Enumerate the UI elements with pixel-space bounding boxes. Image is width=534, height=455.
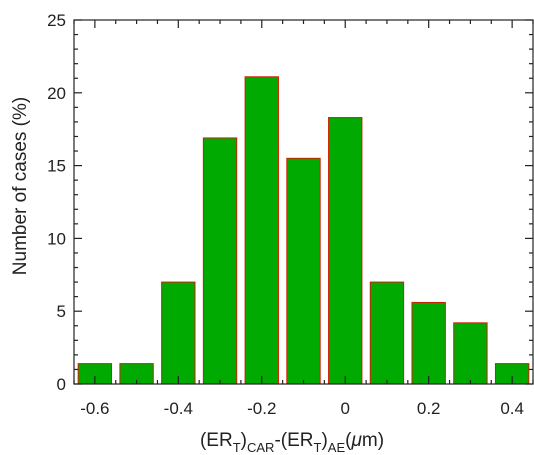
x-tick-label: 0 (340, 399, 349, 418)
x-axis-title-subscript: T (314, 440, 322, 455)
y-tick-label: 20 (47, 84, 66, 103)
plot-frame (73, 19, 534, 385)
y-tick-label: 25 (47, 11, 66, 30)
bar (369, 281, 405, 385)
x-axis-title: (ERT)CAR-(ERT)AE(μm) (200, 430, 384, 455)
bar (453, 322, 488, 385)
bar (244, 76, 279, 385)
bar (202, 137, 238, 385)
x-axis-title-part: ) (321, 430, 327, 451)
bar (411, 301, 446, 385)
x-tick-label: -0.6 (80, 399, 109, 418)
bar (286, 157, 321, 385)
y-tick-label: 5 (57, 302, 66, 321)
tick-labels-group: 0 5 10 15 20 25 -0.6 -0.4 -0.2 0 0.2 0.4 (47, 11, 524, 418)
bars-group (77, 76, 530, 385)
x-axis-title-part: ( (345, 430, 352, 451)
x-axis-title-part: (ER (200, 430, 233, 451)
y-tick-label: 15 (47, 157, 66, 176)
bar (161, 281, 196, 385)
y-tick-label: 10 (47, 229, 66, 248)
x-axis-title-subscript: CAR (247, 440, 274, 455)
x-tick-label: -0.4 (164, 399, 193, 418)
y-axis-title: Number of cases (%) (10, 97, 31, 275)
x-axis-title-subscript: AE (328, 440, 346, 455)
x-axis-title-mu: μ (350, 430, 362, 451)
x-axis-title-part: m) (362, 430, 384, 451)
x-tick-label: -0.2 (247, 399, 276, 418)
y-tick-label: 0 (57, 375, 66, 394)
x-tick-label: 0.4 (500, 399, 524, 418)
x-axis-title-subscript: T (233, 440, 241, 455)
x-axis-title-part: ) (241, 430, 247, 451)
x-tick-label: 0.2 (417, 399, 441, 418)
x-axis-title-part: -(ER (274, 430, 313, 451)
bar (328, 117, 363, 385)
